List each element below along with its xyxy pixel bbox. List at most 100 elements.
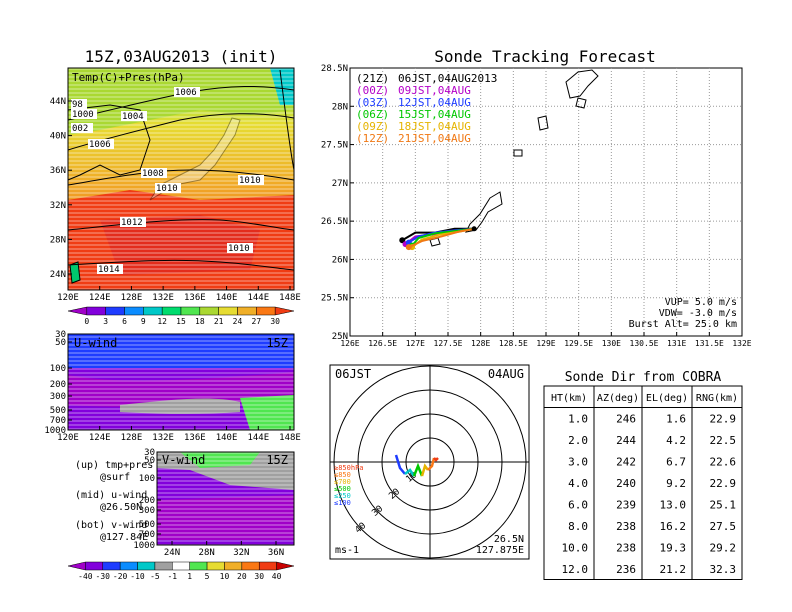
polar-level-label: ≤850 [334,471,351,479]
v-wind-colorbar-swatch [154,561,173,571]
v-wind-colorbar-swatch [119,561,138,571]
track-line [408,227,475,249]
surface-map-colorbar-tick-label: 24 [233,317,243,326]
polar-level-label: ≤500 [334,485,351,493]
surface-map-colorbar-swatch [67,306,88,316]
tracking-y-tick-label: 28.5N [321,64,348,74]
surface-map-title: 15Z,03AUG2013 (init) [85,47,278,66]
surface-map-colorbar-swatch [86,306,106,316]
v-wind-y-tick-label: 50 [144,456,155,466]
table-cell: 238 [616,542,636,555]
table-header-cell: AZ(deg) [597,393,639,404]
table-cell: 6.0 [568,499,588,512]
v-wind-colorbar-swatch [258,561,277,571]
surface-map-y-ticks: 24N 28N 32N 36N 40N 44N [50,97,72,280]
u-wind-label: U-wind [74,336,117,350]
table-cell: 2.0 [568,434,588,447]
table-header-cell: HT(km) [551,393,587,404]
table-cell: 22.5 [710,434,737,447]
polar-date: 04AUG [488,367,524,381]
surface-map-y-tick-label: 44N [50,97,66,107]
sonde-table-panel: Sonde Dir from COBRA HT(km) AZ(deg) EL(deg… [543,370,743,580]
table-cell: 239 [616,499,636,512]
surface-map-colorbar-tick-label: 6 [122,317,127,326]
u-wind-y-tick-label: 30 [55,330,66,340]
table-cell: 240 [616,477,636,490]
v-wind-colorbar-swatch [206,561,225,571]
table-header-cell: EL(deg) [646,393,688,404]
polar-hodograph [394,454,439,477]
surface-map-colorbar-tick-label: 15 [176,317,186,326]
legend-code: (03Z) [356,96,389,109]
legend-time: 06JST,04AUG2013 [398,72,497,85]
tracking-y-tick-label: 26.5N [321,217,348,227]
u-wind-x-tick-label: 128E [121,433,143,443]
v-wind-colorbar-swatch [67,561,86,571]
tracking-param: Burst Alt= 25.0 km [629,319,737,330]
v-wind-x-tick-label: 24N [164,548,180,558]
v-wind-y-tick-label: 200 [139,496,155,506]
note-line: (mid) u-wind [75,490,147,501]
svg-text:1014: 1014 [98,265,120,275]
v-wind-colorbar-swatch [85,561,104,571]
u-wind-time: 15Z [266,336,288,350]
tracking-y-tick-label: 27.5N [321,141,348,151]
surface-map-y-tick-label: 32N [50,201,66,211]
legend-code: (00Z) [356,84,389,97]
surface-map-x-tick-label: 136E [184,293,206,303]
tracking-x-tick-label: 131E [667,339,686,348]
v-wind-colorbar-swatch [189,561,208,571]
u-wind-x-tick-label: 124E [89,433,111,443]
isobar-labels: 98 1000 002 1004 1006 1006 1008 1010 101… [71,87,264,275]
v-wind-x-tick-label: 32N [233,548,249,558]
svg-text:1000: 1000 [72,110,94,120]
table-cell: 246 [616,413,636,426]
tracking-x-tick-label: 129.5E [564,339,593,348]
svg-text:1010: 1010 [228,244,250,254]
v-wind-colorbar-tick-label: -10 [130,572,145,581]
svg-text:1006: 1006 [175,88,197,98]
v-wind-label: V-wind [162,453,205,467]
surface-map-x-tick-label: 124E [89,293,111,303]
tracking-x-tick-label: 130E [602,339,621,348]
tracking-x-tick-label: 132E [732,339,751,348]
legend-time: 12JST,04AUG [398,96,471,109]
table-cell: 29.2 [710,542,737,555]
note-subline: @127.84E [100,532,148,543]
table-cell: 1.0 [568,413,588,426]
surface-map-colorbar-tick-label: 18 [195,317,205,326]
u-wind-y-tick-label: 100 [50,364,66,374]
tracking-islands [429,69,599,247]
surface-map-colorbar-tick-label: 0 [84,317,89,326]
v-wind-y-tick-label: 100 [139,474,155,484]
v-wind-colorbar-tick-label: 5 [205,572,210,581]
v-wind-colorbar-swatch [172,561,190,571]
note-subline: @26.50N [100,502,142,513]
v-wind-x-tick-label: 28N [199,548,215,558]
v-wind-y-tick-label: 300 [139,506,155,516]
u-wind-frame [67,333,295,431]
v-wind-colorbar-tick-label: -20 [113,572,128,581]
v-wind-colorbar-tick-label: -5 [150,572,160,581]
surface-map-y-tick-label: 28N [50,235,66,245]
u-wind-y-tick-label: 500 [50,406,66,416]
u-wind-x-tick-label: 140E [216,433,238,443]
svg-text:1010: 1010 [156,184,178,194]
surface-map-x-tick-label: 144E [247,293,269,303]
svg-text:002: 002 [72,124,88,134]
table-cell: 32.3 [710,563,737,576]
table-cell: 4.0 [568,477,588,490]
table-cell: 244 [616,434,636,447]
surface-map-colorbar-tick-label: 3 [103,317,108,326]
surface-map-colorbar-tick-label: 21 [214,317,224,326]
tracking-y-tick-label: 25N [332,332,348,342]
table-header-cell: RNG(km) [696,393,738,404]
u-wind-stripes [68,334,294,430]
v-wind-x-tick-label: 36N [268,548,284,558]
svg-text:1012: 1012 [121,218,143,228]
v-wind-colorbar-tick-label: 30 [254,572,264,581]
u-wind-x-ticks: 120E 124E 128E 132E 136E 140E 144E 148E [57,426,301,443]
